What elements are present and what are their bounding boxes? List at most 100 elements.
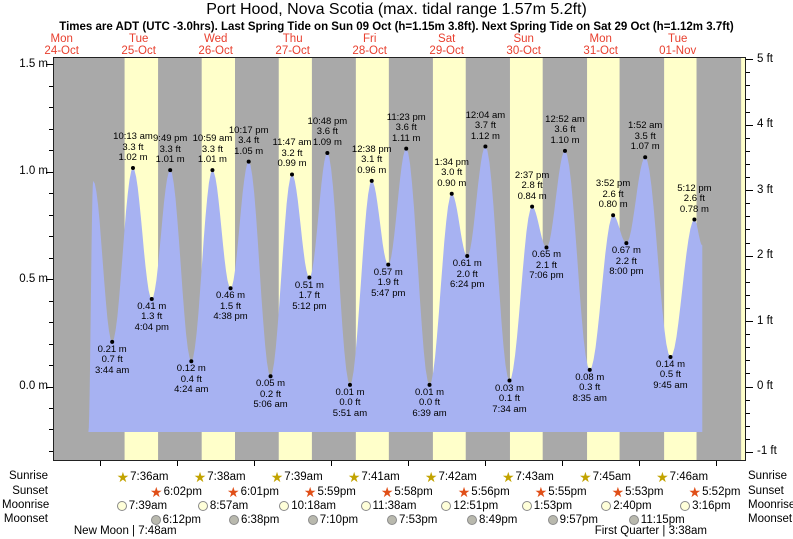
- tide-extreme-dot: [268, 374, 273, 379]
- sunset-time-item: ★ 6:01pm: [227, 485, 279, 499]
- astro-row-label-left: Sunrise: [9, 470, 48, 482]
- moonset-circle-icon: [386, 515, 397, 525]
- low-tide-annotation: 0.03 m 0.1 ft 7:34 am: [492, 383, 527, 416]
- right-axis-major-tick: [746, 451, 753, 453]
- tide-extreme-dot: [507, 378, 512, 383]
- right-axis-major-tick: [746, 59, 753, 61]
- sunrise-time-item: ★ 7:41am: [348, 470, 400, 484]
- sunset-time-item: ★ 5:55pm: [534, 484, 587, 500]
- right-axis-label: 5 ft: [757, 52, 773, 65]
- annotation-line: 3.6 ft: [395, 122, 417, 134]
- sunset-star-icon: ★: [303, 484, 317, 500]
- high-tide-annotation: 3:52 pm 2.6 ft 0.80 m: [596, 179, 630, 211]
- annotation-line: 0.14 m: [655, 358, 685, 370]
- moonrise-time-item: 7:39am: [116, 500, 168, 512]
- high-tide-annotation: 12:04 am 3.7 ft 1.12 m: [466, 110, 506, 143]
- right-axis-label: 0 ft: [757, 380, 773, 392]
- annotation-line: 8:35 am: [572, 392, 607, 404]
- annotation-line: 8:00 pm: [609, 266, 644, 278]
- annotation-line: 7:34 am: [492, 403, 527, 415]
- left-axis-minor-tick: [49, 236, 53, 238]
- sunrise-time-item: ★ 7:46am: [656, 470, 709, 484]
- day-label-line: 28-Oct: [352, 45, 387, 57]
- low-tide-annotation: 0.08 m 0.3 ft 8:35 am: [572, 372, 607, 405]
- low-tide-annotation: 0.61 m 2.0 ft 6:24 pm: [450, 259, 484, 291]
- annotation-line: 10:13 am: [113, 131, 153, 142]
- day-label-line: Mon: [50, 33, 73, 45]
- left-axis-minor-tick: [49, 85, 53, 87]
- day-label-line: 24-Oct: [44, 45, 79, 57]
- moonrise-time-item: 12:51pm: [441, 500, 498, 512]
- day-label-line: Tue: [128, 33, 149, 45]
- tide-extreme-dot: [624, 241, 629, 246]
- annotation-line: 1.01 m: [197, 154, 227, 166]
- annotation-line: 4:24 am: [174, 384, 209, 396]
- tide-extreme-dot: [404, 146, 409, 151]
- annotation-line: 3.0 ft: [441, 167, 463, 179]
- day-label-line: 29-Oct: [429, 45, 464, 57]
- sunset-star-icon: ★: [534, 484, 548, 500]
- moonrise-circle-icon: [279, 501, 290, 511]
- right-axis-minor-tick: [746, 164, 750, 165]
- tide-extreme-dot: [562, 148, 567, 153]
- moonrise-circle-icon: [197, 501, 208, 511]
- left-axis-minor-tick: [49, 322, 53, 324]
- sunset-star-icon: ★: [380, 484, 394, 500]
- annotation-line: 0.1 ft: [498, 393, 521, 405]
- annotation-line: 1.3 ft: [141, 311, 163, 323]
- tide-extreme-dot: [544, 245, 549, 250]
- annotation-line: 1.11 m: [392, 132, 421, 144]
- right-axis-minor-tick: [746, 229, 750, 231]
- moonset-time-item: 7:10pm: [307, 514, 358, 526]
- sunrise-star-icon: ★: [579, 469, 592, 485]
- moonset-circle-icon: [228, 515, 239, 525]
- annotation-line: 4:38 pm: [213, 311, 248, 323]
- bottom-axis-day-tick: [561, 461, 563, 466]
- moonrise-circle-icon: [116, 501, 127, 511]
- sunrise-time: 7:46am: [669, 471, 709, 483]
- right-axis-minor-tick: [746, 412, 750, 414]
- moonrise-time: 3:16pm: [692, 500, 731, 512]
- annotation-line: 6:39 am: [412, 407, 447, 419]
- annotation-line: 3.4 ft: [238, 135, 260, 147]
- annotation-line: 2.6 ft: [683, 193, 705, 205]
- annotation-line: 10:17 pm: [228, 124, 269, 136]
- annotation-line: 12:52 am: [545, 113, 585, 125]
- annotation-line: 2.6 ft: [602, 188, 624, 200]
- bottom-axis-day-tick: [330, 461, 332, 466]
- annotation-line: 5:12 pm: [292, 300, 327, 312]
- left-axis-minor-tick: [49, 300, 53, 302]
- moonrise-time: 11:38am: [372, 500, 417, 512]
- annotation-line: 0.0 ft: [418, 397, 441, 409]
- right-axis-minor-tick: [746, 294, 750, 296]
- bottom-axis-day-tick: [715, 461, 717, 466]
- tide-extreme-dot: [427, 382, 432, 387]
- sunset-time-item: ★ 5:59pm: [303, 484, 356, 500]
- right-axis-minor-tick: [746, 111, 750, 113]
- high-tide-annotation: 11:23 pm 3.6 ft 1.11 m: [387, 112, 426, 145]
- moonrise-time: 7:39am: [128, 500, 168, 512]
- moonset-time: 6:12pm: [162, 514, 201, 526]
- tide-extreme-dot: [168, 168, 173, 173]
- right-axis-minor-tick: [746, 373, 750, 375]
- tide-extreme-dot: [692, 217, 697, 222]
- sunset-time-item: ★ 6:02pm: [150, 485, 202, 499]
- moonrise-time: 10:18am: [291, 500, 336, 512]
- low-tide-annotation: 0.12 m 0.4 ft 4:24 am: [174, 364, 208, 396]
- annotation-line: 1.01 m: [155, 154, 185, 166]
- right-axis-label: 4 ft: [757, 118, 773, 131]
- bottom-axis-day-tick: [407, 461, 409, 466]
- annotation-line: 1.9 ft: [377, 277, 399, 289]
- sunset-time: 5:56pm: [471, 486, 510, 498]
- right-axis-minor-tick: [746, 334, 750, 336]
- moonrise-time-item: 10:18am: [279, 500, 336, 512]
- right-axis-label: 2 ft: [757, 249, 773, 262]
- sunset-time: 6:02pm: [163, 486, 202, 498]
- left-axis-label: 1.0 m: [19, 165, 48, 178]
- high-tide-annotation: 11:47 am 3.2 ft 0.99 m: [273, 138, 312, 170]
- high-tide-annotation: 2:37 pm 2.8 ft 0.84 m: [515, 170, 549, 203]
- low-tide-annotation: 0.14 m 0.5 ft 9:45 am: [653, 358, 687, 392]
- left-axis-label: 0.0 m: [19, 380, 48, 392]
- high-tide-annotation: 10:48 pm 3.6 ft 1.09 m: [308, 116, 348, 149]
- annotation-line: 1.10 m: [550, 134, 580, 146]
